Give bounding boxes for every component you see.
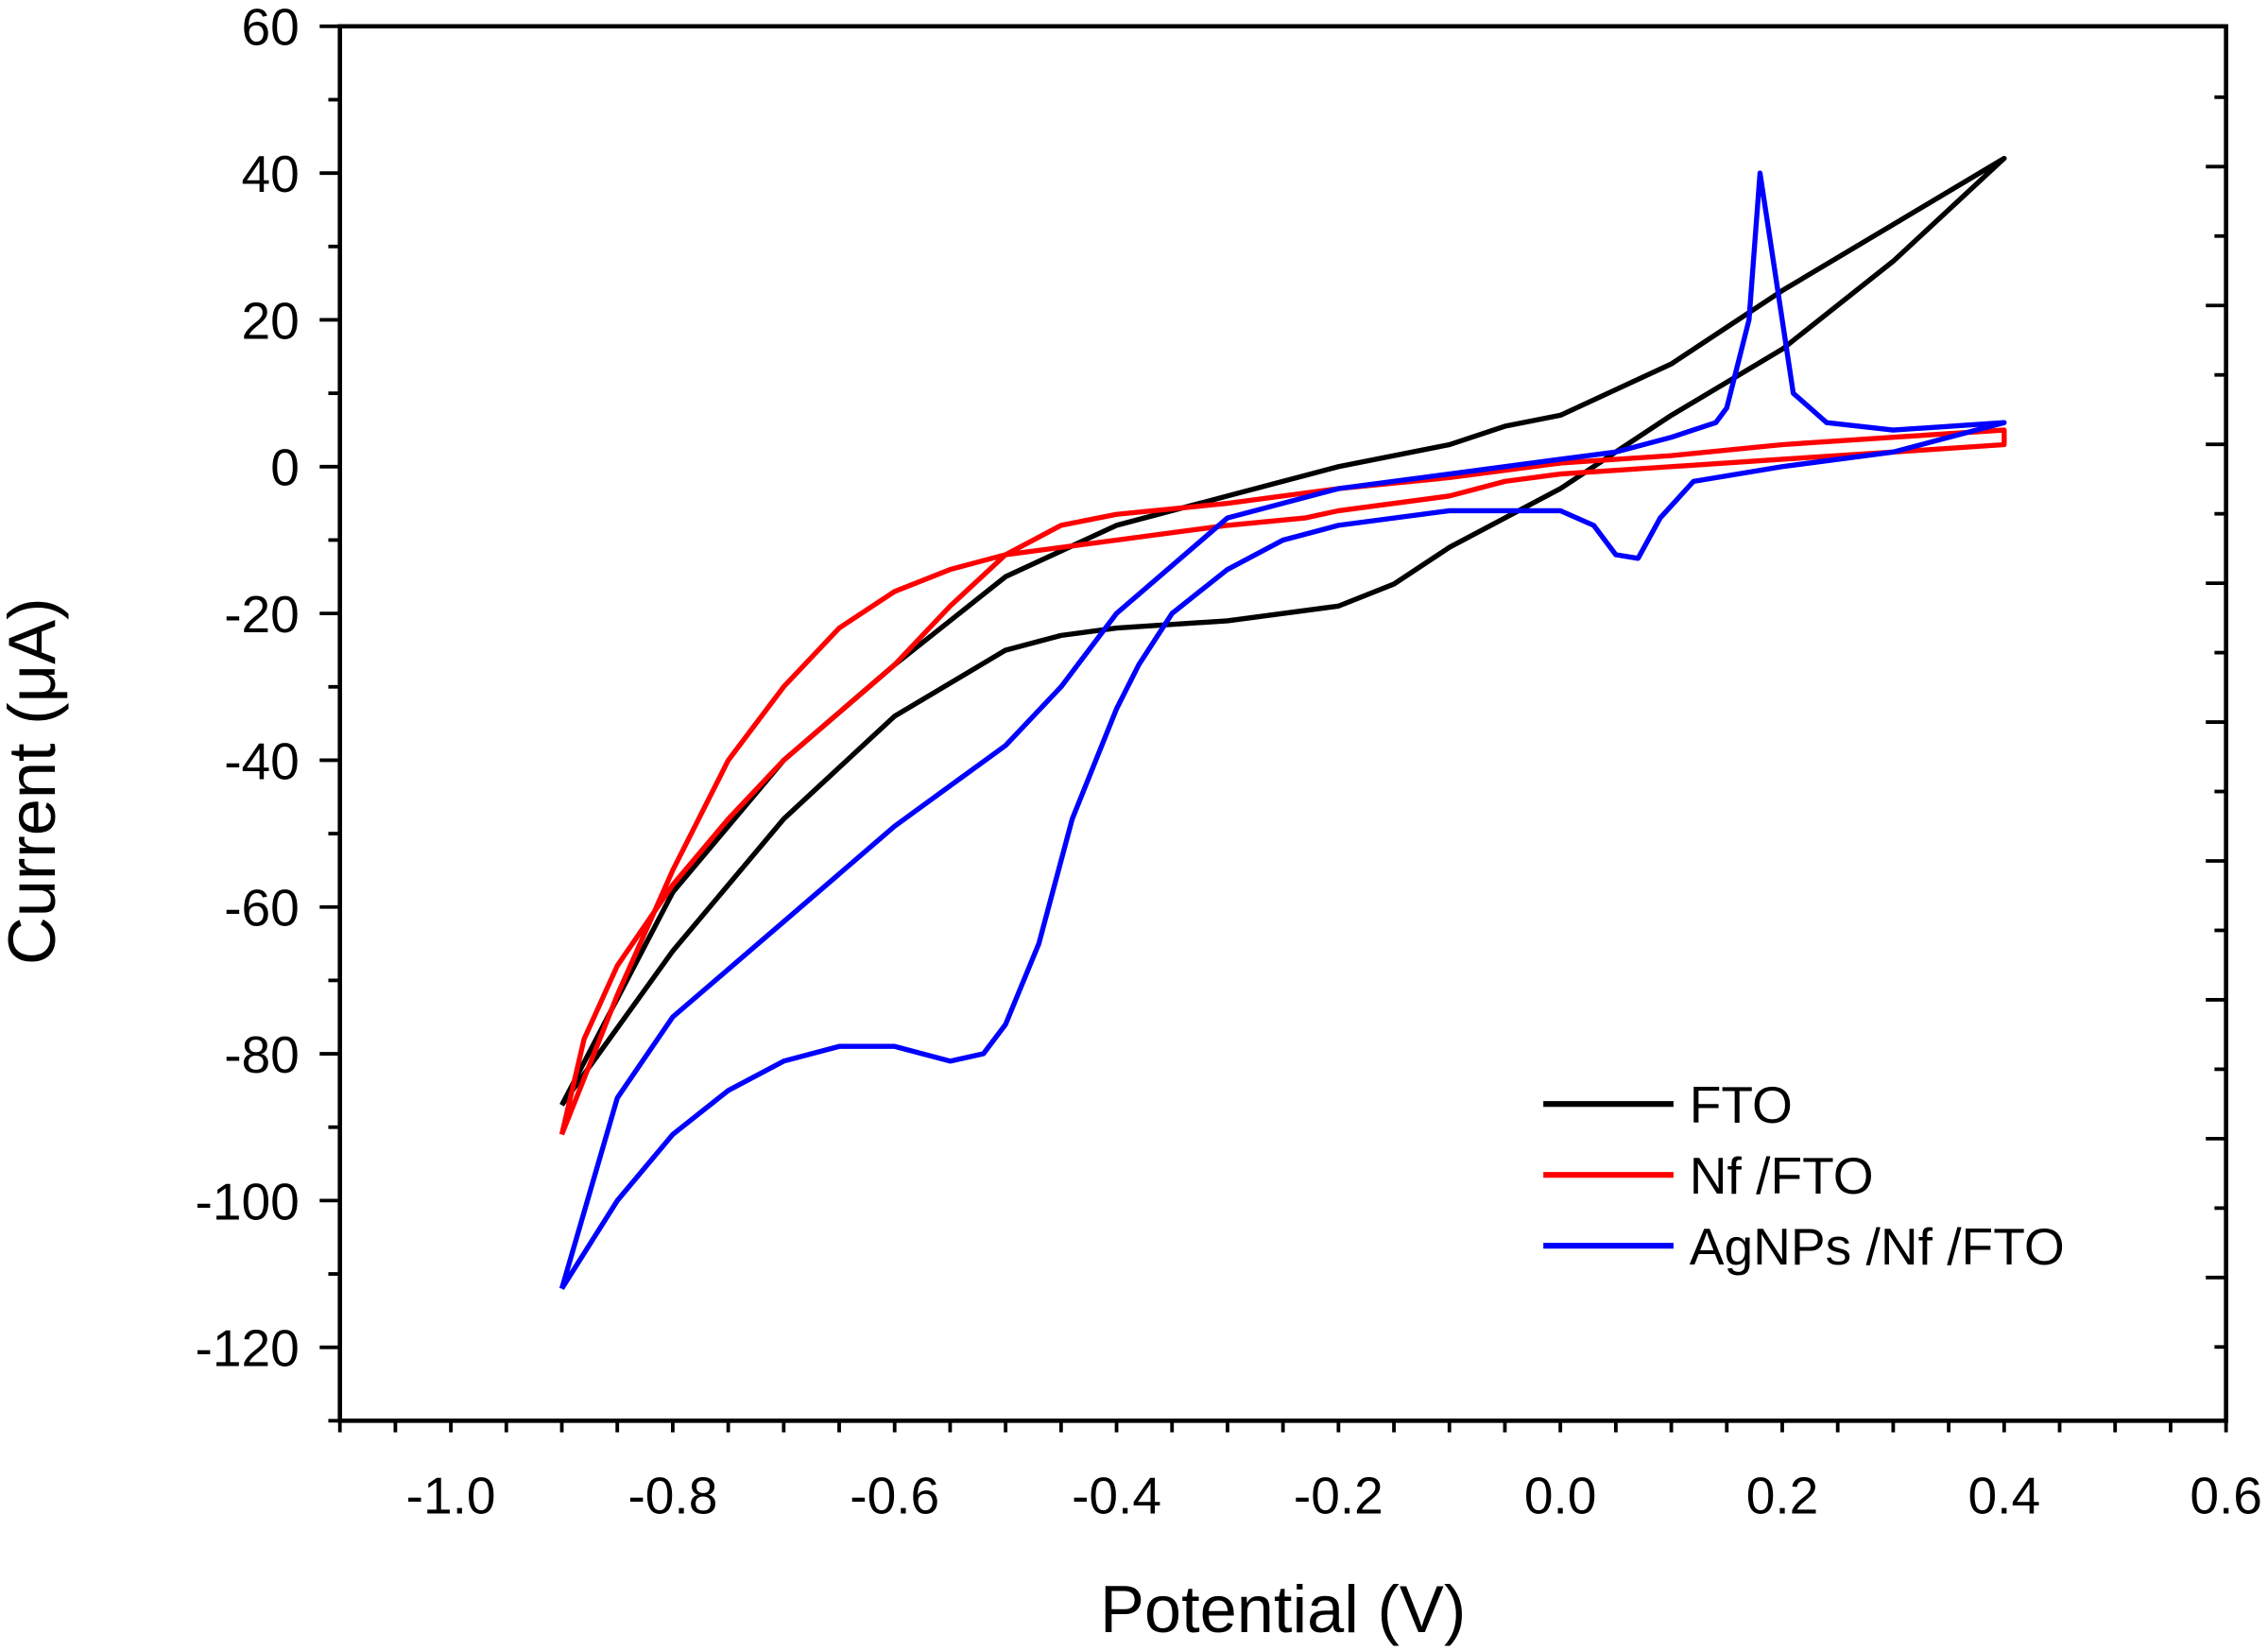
y-tick-label: -60: [224, 879, 300, 937]
x-tick-label: 0.0: [1524, 1466, 1597, 1524]
series-line-2: [558, 170, 2007, 1291]
legend-label: AgNPs /Nf /FTO: [1690, 1217, 2065, 1276]
axes: -1.0 -0.8 -0.6 -0.4 -0.2 0.0 0.2 0.4 0.6 60 40 20 0 -…: [196, 0, 2262, 1524]
x-tick-label: -0.6: [850, 1466, 939, 1524]
y-tick-label: -120: [196, 1319, 300, 1378]
x-tick-label: -0.2: [1294, 1466, 1383, 1524]
y-tick-label: 20: [242, 291, 300, 350]
x-tick-label: -0.4: [1072, 1466, 1161, 1524]
legend-label: FTO: [1690, 1075, 1793, 1134]
x-axis-label: Potential (V): [1100, 1572, 1466, 1646]
plot-frame: [337, 24, 2228, 1423]
legend: FTO Nf /FTO AgNPs /Nf /FTO: [1543, 1075, 2065, 1276]
y-tick-label: 0: [270, 439, 300, 497]
y-tick-label: -100: [196, 1172, 300, 1230]
x-tick-label: 0.4: [1968, 1466, 2041, 1524]
series-lines: [558, 155, 2007, 1291]
y-tick-label: -20: [224, 585, 300, 644]
y-tick-label: -40: [224, 731, 300, 790]
y-axis-label: Current (μA): [0, 597, 69, 965]
y-tick-label: 60: [242, 0, 300, 57]
series-line-1: [558, 427, 2007, 1136]
x-tick-label: 0.6: [2190, 1466, 2262, 1524]
x-tick-label: -0.8: [627, 1466, 717, 1524]
y-tick-label: 40: [242, 145, 300, 203]
legend-label: Nf /FTO: [1690, 1146, 1874, 1205]
y-tick-label: -80: [224, 1025, 300, 1084]
x-tick-label: 0.2: [1746, 1466, 1819, 1524]
series-line-0: [559, 155, 2007, 1107]
x-tick-label: -1.0: [406, 1466, 496, 1524]
